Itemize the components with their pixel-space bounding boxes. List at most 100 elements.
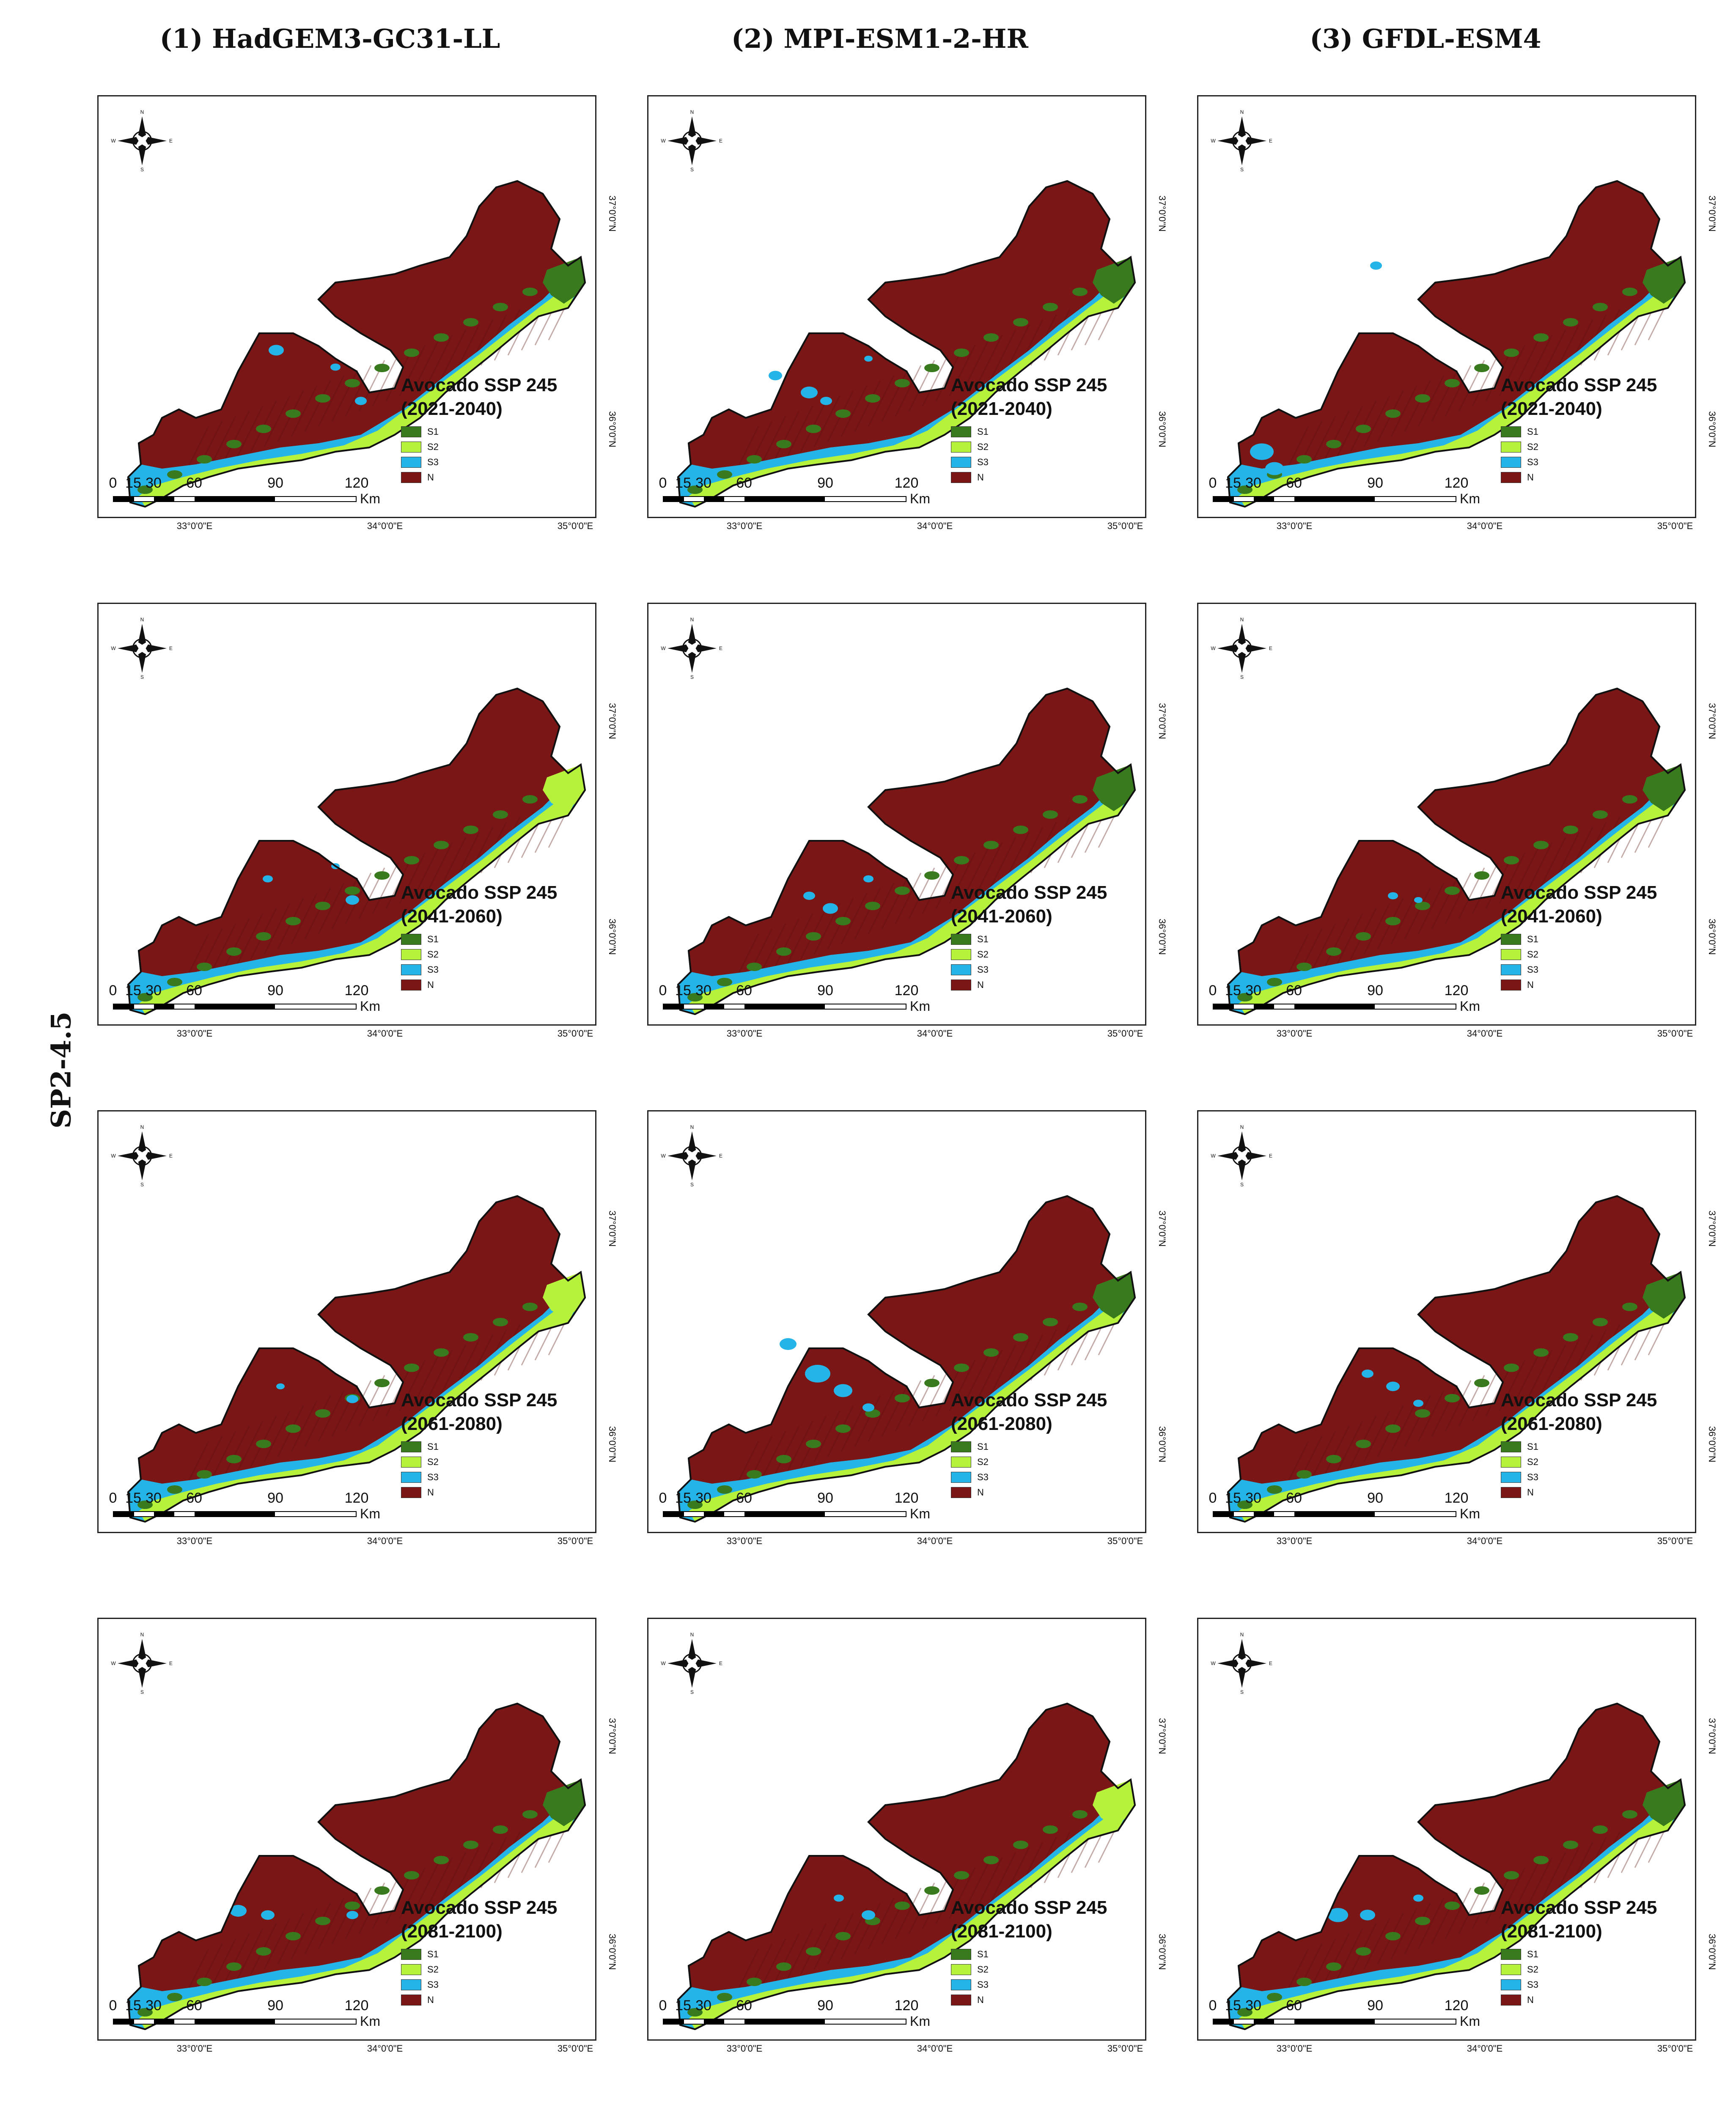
map-title: Avocado SSP 245: [401, 375, 558, 395]
class-S1-patch: [1533, 333, 1549, 342]
compass-letter-W: W: [111, 138, 116, 144]
legend-label: S2: [427, 442, 439, 452]
suitability-map: [677, 1195, 1136, 1523]
scale-segment: [154, 1004, 175, 1009]
longitude-label: 35°0'0"E: [557, 2043, 593, 2054]
legend-label: S2: [1527, 1964, 1538, 1975]
scale-tick-label: 15: [125, 1490, 141, 1506]
latitude-label: 36°0'0"N: [1146, 1926, 1178, 1977]
terrain-hatch: [1472, 1370, 1499, 1421]
terrain-hatch: [412, 340, 439, 391]
terrain-hatch: [291, 893, 318, 944]
legend-item: S3: [401, 455, 439, 470]
legend-swatch: [951, 1964, 971, 1975]
terrain-hatch: [949, 852, 976, 904]
legend-item: S3: [1501, 1977, 1538, 1992]
longitude-label: 34°0'0"E: [1467, 1536, 1503, 1546]
scale-segment: [704, 1512, 725, 1516]
legend-item: S3: [1501, 1470, 1538, 1485]
inland-S3-patch: [823, 903, 838, 914]
inland-S3-patch: [864, 356, 873, 362]
class-S1-patch: [256, 1440, 271, 1448]
inland-S3-patch: [863, 1403, 874, 1412]
legend-item: N: [951, 977, 989, 993]
compass-ring: [682, 638, 702, 659]
class-S1-patch: [1445, 1394, 1460, 1402]
longitude-label: 35°0'0"E: [1657, 1536, 1693, 1546]
terrain-hatch: [399, 852, 426, 904]
east-cape-area: [1093, 765, 1135, 811]
longitude-label: 34°0'0"E: [367, 1028, 403, 1039]
terrain-hatch: [291, 1400, 318, 1452]
class-N-area: [1227, 687, 1686, 1015]
class-S1-patch: [895, 379, 910, 387]
class-S1-patch: [256, 932, 271, 941]
terrain-hatch: [976, 1857, 1003, 1909]
latitude-text: 36°0'0"N: [1707, 1934, 1717, 1970]
legend: S1 S2 S3 N: [951, 424, 989, 485]
map-title-block: Avocado SSP 245 (2081-2100): [401, 1896, 557, 1943]
terrain-hatch: [1336, 1421, 1363, 1472]
terrain-hatch: [1431, 1385, 1458, 1437]
legend-item: S3: [1501, 455, 1538, 470]
class-S1-patch: [1326, 440, 1341, 448]
legend: S1 S2 S3 N: [401, 424, 439, 485]
scale-segment: [1254, 1004, 1275, 1009]
scale-segment: [664, 2019, 684, 2024]
terrain-hatch: [1417, 883, 1445, 934]
class-S1-patch: [315, 902, 330, 910]
compass-letter-E: E: [719, 645, 722, 651]
legend-item: N: [951, 1485, 989, 1500]
inland-S3-patch: [230, 1905, 247, 1917]
scale-unit: Km: [360, 491, 380, 506]
class-S1-patch: [806, 1440, 821, 1448]
terrain-hatch: [345, 365, 372, 417]
compass-letter-S: S: [690, 1182, 694, 1188]
class-S1-patch: [1474, 1886, 1489, 1895]
class-S1-patch: [924, 871, 939, 880]
scale-tick-label: 60: [1286, 982, 1302, 999]
scale-tick-label: 120: [894, 475, 919, 491]
scale-segment: [664, 1004, 684, 1009]
class-S1-patch: [1385, 409, 1401, 418]
scale-bar-graphic: [113, 496, 357, 502]
legend-swatch: [951, 980, 971, 991]
scale-bar: 0 15 30 60 90 120 Km: [1209, 1998, 1509, 2029]
legend-label: S2: [977, 1457, 989, 1467]
legend-label: N: [977, 472, 984, 483]
longitude-label: 34°0'0"E: [917, 521, 953, 531]
map-panel-r4-c3: N E S W Avocado SSP 245 (2081-2100) S1 S2 S3 N 0 15…: [1197, 1618, 1717, 2054]
terrain-hatch: [1417, 1390, 1445, 1442]
legend-swatch: [1501, 934, 1521, 945]
legend-item: S2: [1501, 1454, 1538, 1470]
scale-segment: [1233, 1512, 1254, 1516]
legend-item: S1: [1501, 1439, 1538, 1454]
class-S1-patch: [1043, 810, 1058, 819]
legend: S1 S2 S3 N: [401, 1439, 439, 1500]
class-S1-patch: [1533, 1856, 1549, 1864]
scale-tick-label: 0: [659, 1490, 667, 1506]
class-N-area: [1227, 1195, 1686, 1523]
compass-letter-N: N: [690, 1632, 694, 1638]
legend-item: N: [401, 1992, 439, 2008]
map-frame: N E S W Avocado SSP 245 (2041-2060) S1 S2 S3 N 0 15…: [1197, 603, 1696, 1026]
latitude-label: 36°0'0"N: [1146, 911, 1178, 962]
scale-bar-graphic: [113, 2019, 357, 2025]
scale-tick-label: 30: [695, 1490, 711, 1506]
scale-tick-label: 90: [1367, 475, 1383, 491]
longitude-label: 33°0'0"E: [176, 521, 213, 531]
class-S1-patch: [1385, 1932, 1401, 1940]
terrain-hatch: [439, 329, 467, 381]
class-S1-patch: [374, 871, 390, 880]
scale-tick-label: 30: [1245, 982, 1261, 999]
class-S1-patch: [434, 1856, 449, 1864]
longitude-label: 33°0'0"E: [726, 1536, 763, 1546]
class-S1-patch: [806, 932, 821, 941]
latitude-label: 37°0'0"N: [1146, 696, 1178, 746]
legend-item: N: [401, 470, 439, 485]
scale-tick-label: 90: [267, 1998, 283, 2014]
east-cape-area: [543, 257, 585, 304]
map-title-block: Avocado SSP 245 (2021-2040): [401, 373, 557, 421]
terrain-hatch: [209, 923, 236, 975]
longitude-label: 33°0'0"E: [726, 2043, 763, 2054]
